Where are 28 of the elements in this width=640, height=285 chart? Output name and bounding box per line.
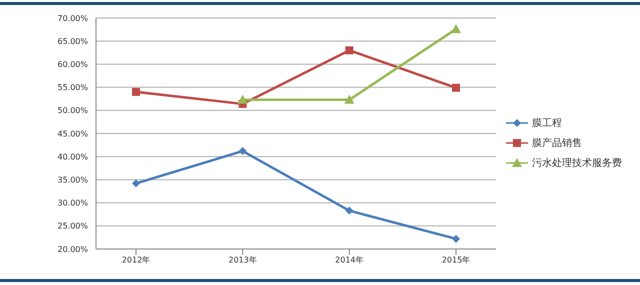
y-tick-label: 30.00% [57, 198, 88, 208]
point [345, 46, 354, 54]
point [132, 179, 140, 188]
y-tick-label: 20.00% [57, 244, 88, 254]
y-tick-label: 25.00% [57, 222, 88, 231]
point [238, 94, 248, 104]
x-tick-label: 2012年 [122, 256, 150, 265]
legend-label: 膜产品销售 [532, 136, 582, 150]
y-tick-label: 35.00% [57, 176, 88, 185]
point [452, 234, 460, 243]
point [132, 88, 140, 96]
x-tick-label: 2013年 [228, 256, 257, 265]
y-tick-label: 50.00% [57, 106, 88, 116]
point [238, 147, 247, 156]
y-tick-label: 70.00% [57, 14, 88, 23]
y-tick-label: 40.00% [57, 152, 88, 162]
point [344, 94, 354, 104]
x-tick-label: 2014年 [335, 256, 364, 265]
y-tick-label: 45.00% [57, 129, 88, 138]
point [452, 84, 460, 92]
legend-label: 污水处理技术服务费 [532, 156, 622, 170]
legend-label: 膜工程 [532, 116, 562, 130]
point [451, 24, 461, 34]
point [345, 206, 354, 215]
y-tick-label: 55.00% [57, 83, 88, 92]
y-tick-label: 65.00% [57, 36, 88, 46]
y-tick-label: 60.00% [57, 60, 88, 70]
x-tick-label: 2015年 [442, 256, 470, 265]
